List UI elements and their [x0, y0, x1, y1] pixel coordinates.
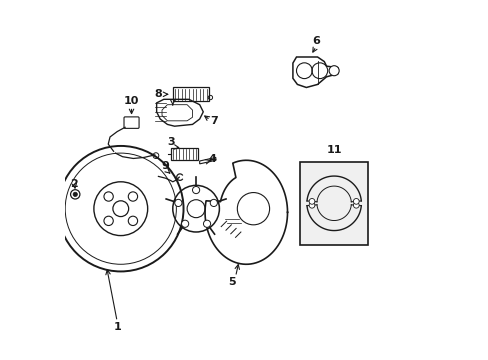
- Circle shape: [328, 66, 339, 76]
- Text: 1: 1: [113, 322, 121, 332]
- Circle shape: [181, 220, 188, 228]
- Circle shape: [128, 192, 137, 201]
- Circle shape: [73, 192, 77, 197]
- Circle shape: [210, 199, 217, 207]
- Circle shape: [174, 199, 182, 207]
- Circle shape: [128, 216, 137, 225]
- Text: 11: 11: [325, 144, 341, 154]
- Circle shape: [353, 198, 359, 204]
- Circle shape: [113, 201, 128, 217]
- Text: 9: 9: [162, 161, 169, 171]
- Text: 6: 6: [312, 36, 320, 46]
- Circle shape: [353, 202, 359, 208]
- Circle shape: [104, 216, 113, 225]
- Circle shape: [203, 220, 210, 228]
- Text: 10: 10: [123, 96, 139, 106]
- Circle shape: [308, 198, 314, 204]
- Text: 3: 3: [167, 138, 174, 147]
- Text: 5: 5: [228, 277, 235, 287]
- Text: 2: 2: [70, 179, 78, 189]
- Text: 7: 7: [210, 116, 218, 126]
- Text: 8: 8: [154, 89, 162, 99]
- Circle shape: [104, 192, 113, 201]
- FancyBboxPatch shape: [300, 162, 367, 244]
- Circle shape: [192, 186, 199, 194]
- Circle shape: [308, 202, 314, 208]
- Circle shape: [70, 190, 80, 199]
- Text: 4: 4: [208, 154, 216, 164]
